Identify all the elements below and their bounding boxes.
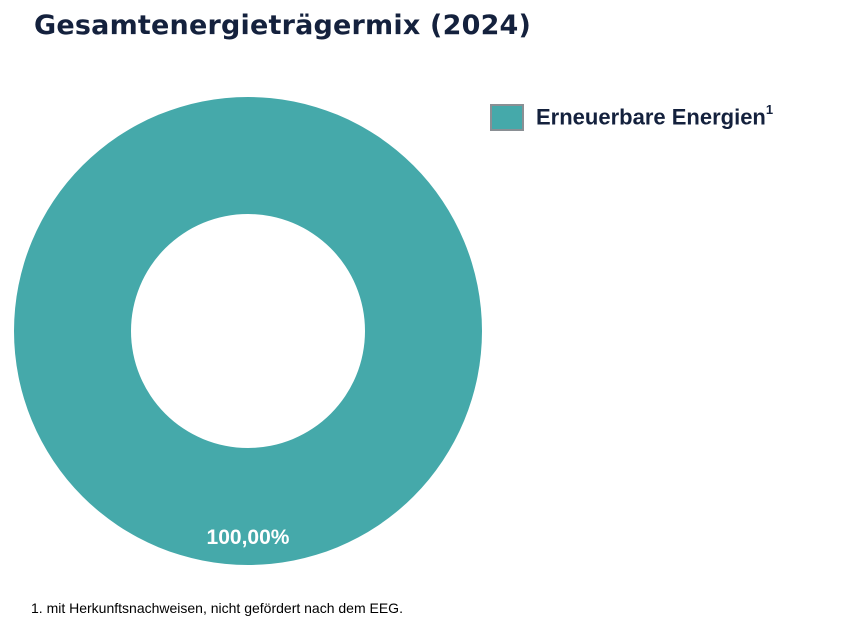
donut-slice-erneuerbare-energien: [14, 97, 482, 565]
data-label-erneuerbare-energien: 100,00%: [207, 526, 290, 549]
legend-swatch-erneuerbare-energien: [490, 104, 524, 131]
chart-title: Gesamtenergieträgermix (2024): [34, 10, 532, 41]
legend-label-erneuerbare-energien: Erneuerbare Energien1: [536, 102, 774, 130]
legend-footnote-marker: 1: [765, 102, 774, 118]
legend-label-text: Erneuerbare Energien: [536, 104, 766, 130]
footnote: 1. mit Herkunftsnachweisen, nicht geförd…: [31, 600, 403, 616]
legend: Erneuerbare Energien1: [490, 102, 774, 131]
